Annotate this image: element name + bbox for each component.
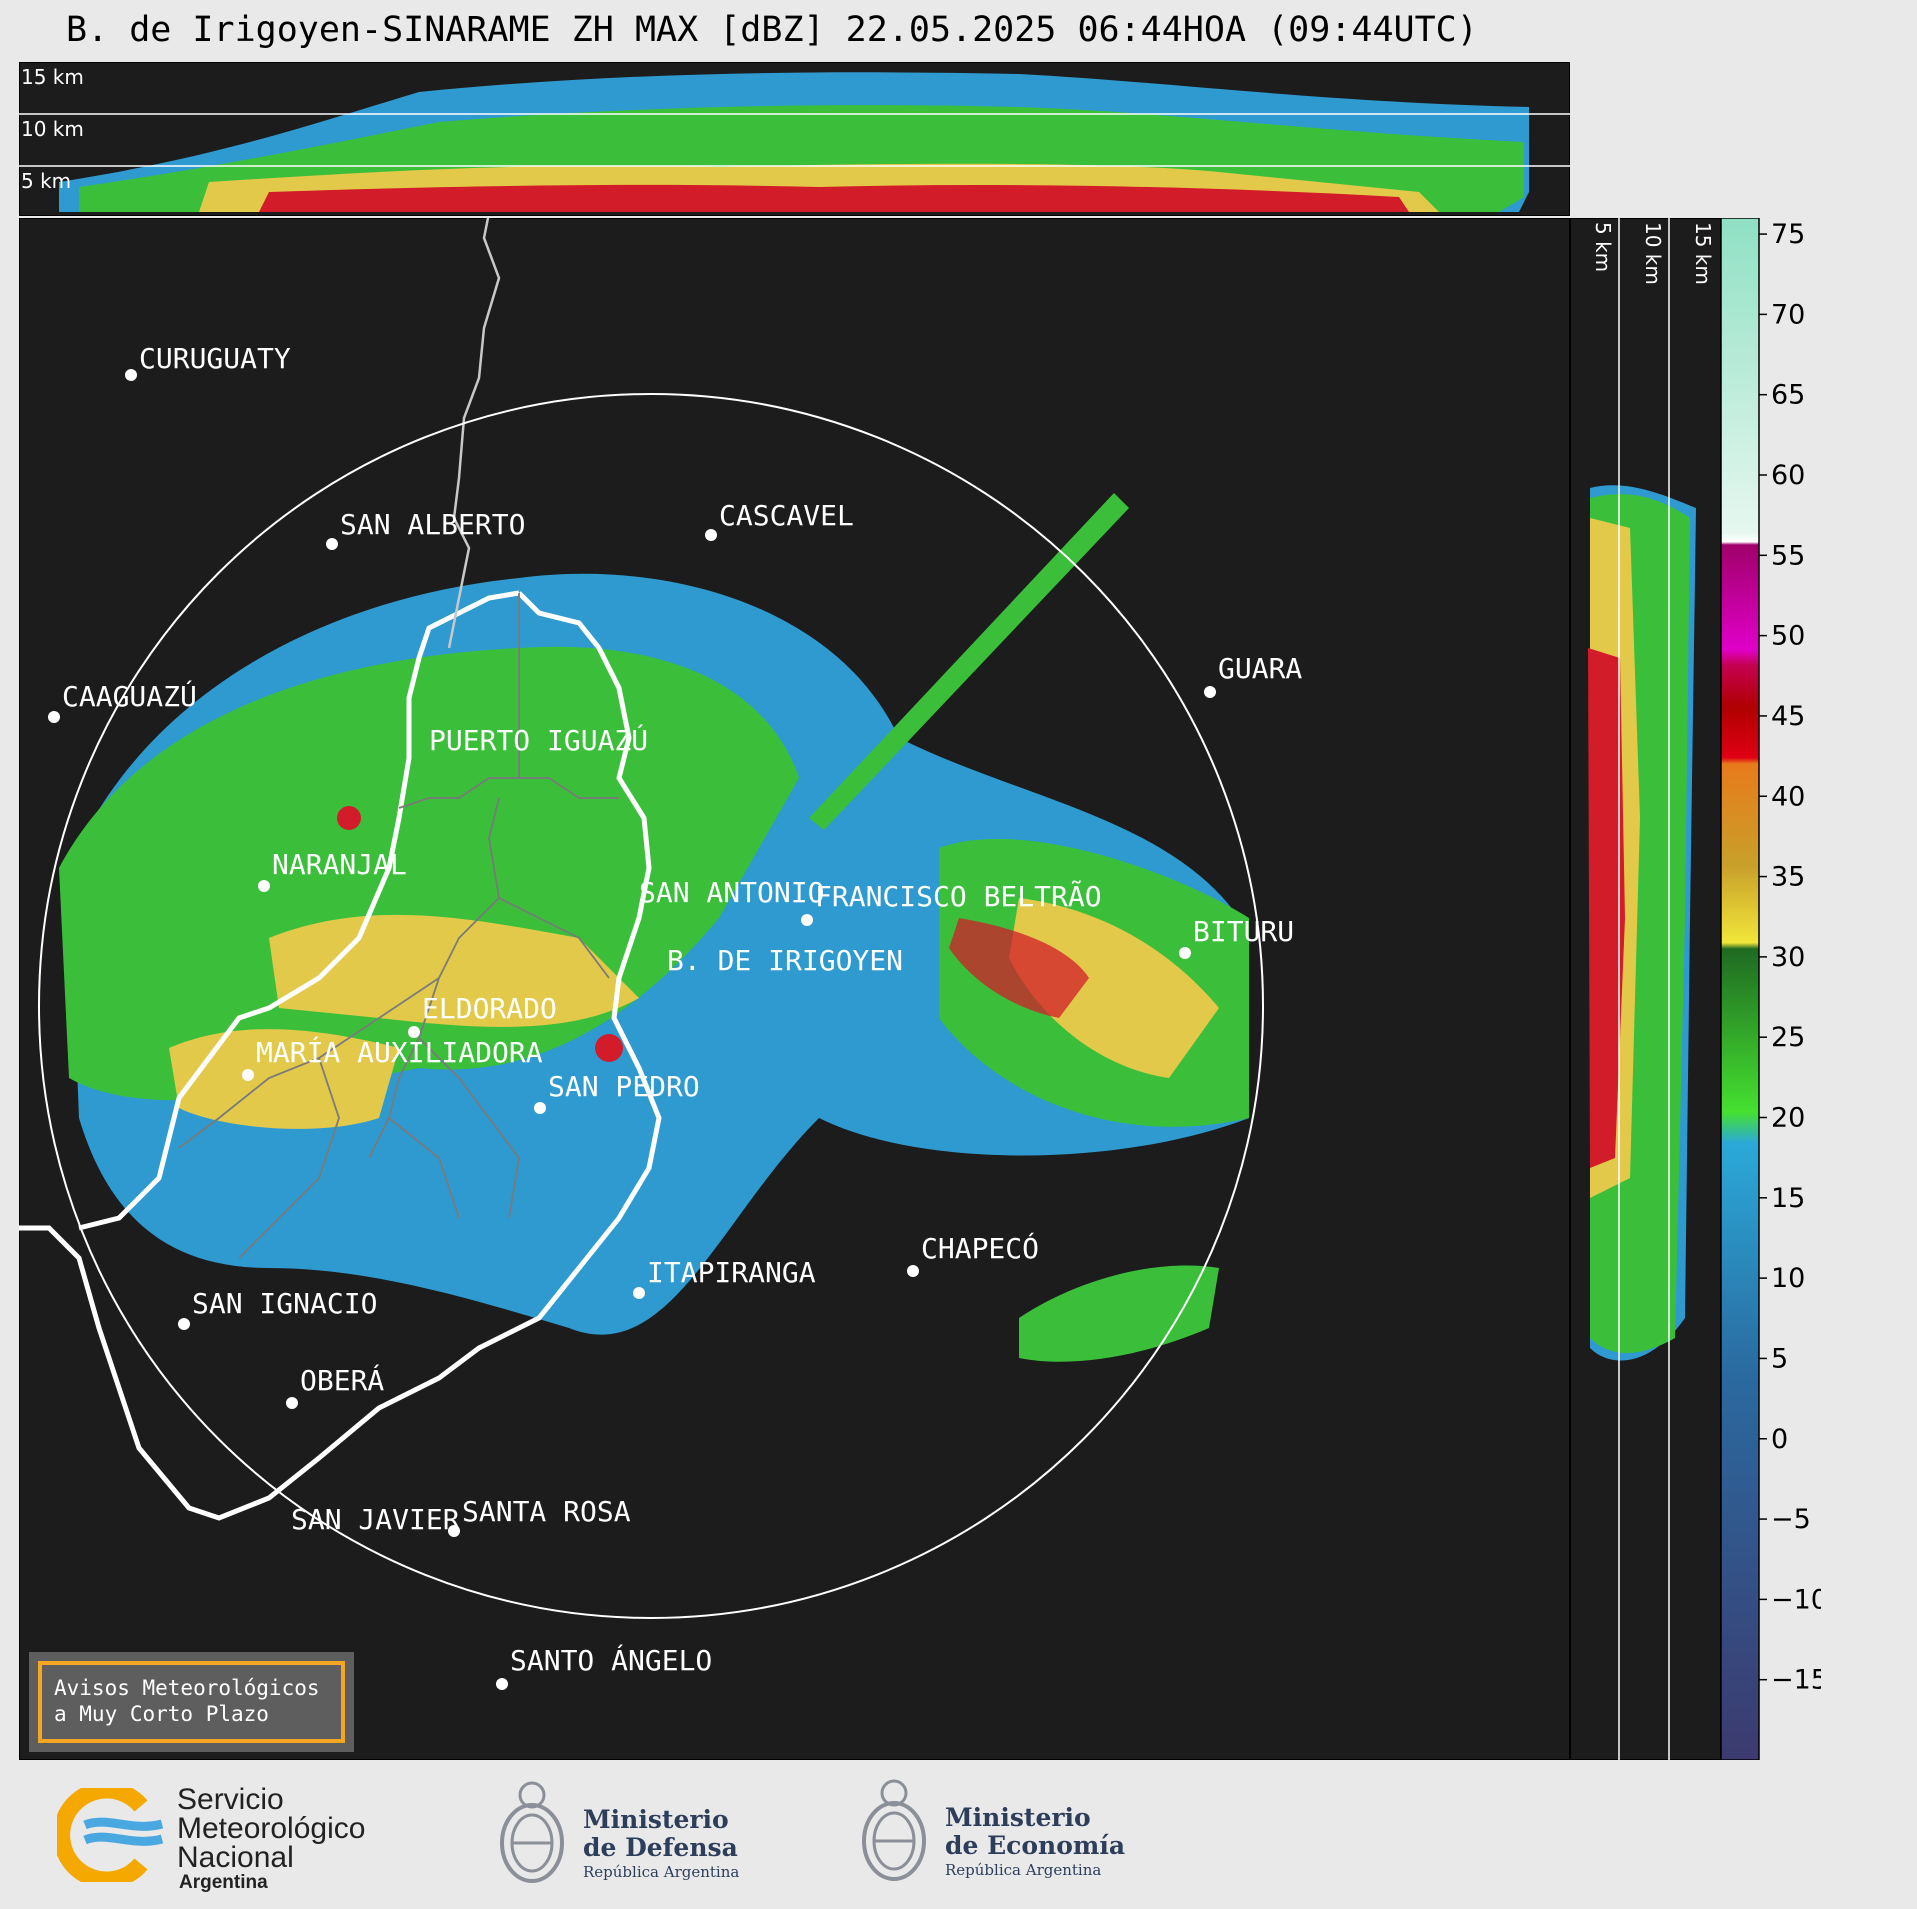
smn-logo-icon xyxy=(57,1788,167,1882)
smn-logo-text: Servicio Meteorológico Nacional Argentin… xyxy=(177,1785,365,1894)
place-label: SAN ANTONIO xyxy=(639,876,824,909)
defensa-coat-of-arms-icon xyxy=(493,1775,571,1895)
colorbar-tick-label: −5 xyxy=(1771,1504,1811,1535)
place-label: SAN JAVIER xyxy=(291,1503,460,1536)
warning-box[interactable]: Avisos Meteorológicos a Muy Corto Plazo xyxy=(29,1652,354,1752)
smn-line4: Argentina xyxy=(179,1872,268,1893)
side-km-label-10: 10 km xyxy=(1641,222,1665,285)
colorbar-tick-label: 75 xyxy=(1771,219,1805,250)
smn-line2: Meteorológico xyxy=(177,1812,366,1845)
place-label: CURUGUATY xyxy=(139,342,291,375)
side-cross-section-panel: 5 km 10 km 15 km xyxy=(1570,218,1721,1760)
echo-core xyxy=(259,184,1409,212)
economia-line3: República Argentina xyxy=(945,1861,1102,1879)
place-label: BITURU xyxy=(1193,915,1294,948)
colorbar-tick-label: 10 xyxy=(1771,1263,1805,1294)
colorbar-tick-label: 55 xyxy=(1771,540,1805,571)
defensa-line2: de Defensa xyxy=(583,1833,738,1862)
smn-line3: Nacional xyxy=(177,1841,294,1874)
colorbar-tick-label: 30 xyxy=(1771,942,1805,973)
side-km-label-15: 15 km xyxy=(1691,222,1715,285)
place-label: B. DE IRIGOYEN xyxy=(667,944,903,977)
place-label: CASCAVEL xyxy=(719,499,854,532)
place-label: PUERTO IGUAZÚ xyxy=(429,723,648,757)
place-label: FRANCISCO BELTRÃO xyxy=(815,880,1102,913)
place-label: ELDORADO xyxy=(422,992,557,1025)
defensa-line1: Ministerio xyxy=(583,1805,729,1834)
top-km-label-5: 5 km xyxy=(21,169,71,193)
colorbar-tick-label: 5 xyxy=(1771,1343,1788,1374)
colorbar-tick-label: 40 xyxy=(1771,781,1805,812)
warning-line-1: Avisos Meteorológicos xyxy=(54,1676,320,1700)
colorbar-tick-label: 50 xyxy=(1771,621,1805,652)
place-label: SAN PEDRO xyxy=(548,1070,700,1103)
top-km-label-10: 10 km xyxy=(21,117,84,141)
map-title: B. de Irigoyen-SINARAME ZH MAX [dBZ] 22.… xyxy=(66,10,1478,50)
defensa-line3: República Argentina xyxy=(583,1863,740,1881)
colorbar-tick-label: 0 xyxy=(1771,1424,1788,1455)
colorbar-tick-label: 35 xyxy=(1771,862,1805,893)
colorbar-tick-label: 60 xyxy=(1771,460,1805,491)
radar-map-panel[interactable]: CURUGUATY SAN ALBERTO CASCAVEL CAAGUAZÚ … xyxy=(19,218,1570,1760)
economia-line2: de Economía xyxy=(945,1831,1126,1860)
place-label: SAN ALBERTO xyxy=(340,508,525,541)
department-borders xyxy=(178,593,619,1259)
smn-line1: Servicio xyxy=(177,1783,284,1816)
reflectivity-echoes xyxy=(59,493,1249,1362)
place-label: CHAPECÓ xyxy=(921,1231,1039,1265)
colorbar-tick-label: 45 xyxy=(1771,701,1805,732)
dbz-colorbar: 75 70 65 60 55 50 45 40 35 30 25 20 15 10 5 0 −5 −10 −15 xyxy=(1721,218,1821,1760)
defensa-logo-text: Ministerio de Defensa República Argentin… xyxy=(583,1806,739,1882)
place-markers: CURUGUATY SAN ALBERTO CASCAVEL CAAGUAZÚ … xyxy=(48,342,1302,1690)
colorbar-tick-label: 65 xyxy=(1771,380,1805,411)
colorbar-tick-label: 20 xyxy=(1771,1103,1805,1134)
place-label: CAAGUAZÚ xyxy=(62,679,197,713)
colorbar-tick-label: −15 xyxy=(1771,1665,1821,1696)
top-cross-section-panel: 15 km 10 km 5 km xyxy=(19,62,1570,216)
colorbar-tick-label: −10 xyxy=(1771,1584,1821,1615)
place-label: GUARA xyxy=(1218,652,1302,685)
economia-line1: Ministerio xyxy=(945,1803,1091,1832)
place-label: NARANJAL xyxy=(272,848,407,881)
province-border xyxy=(19,590,662,1521)
range-ring xyxy=(38,393,1264,1619)
place-label: OBERÁ xyxy=(300,1363,384,1397)
economia-coat-of-arms-icon xyxy=(855,1773,933,1893)
top-km-label-15: 15 km xyxy=(21,65,84,89)
place-label: SANTO ÁNGELO xyxy=(510,1643,712,1677)
side-km-label-5: 5 km xyxy=(1591,222,1615,272)
economia-logo-text: Ministerio de Economía República Argenti… xyxy=(945,1804,1125,1880)
country-border xyxy=(447,218,501,649)
place-label: ITAPIRANGA xyxy=(647,1256,816,1289)
colorbar-tick-label: 15 xyxy=(1771,1183,1805,1214)
place-label: MARÍA AUXILIADORA xyxy=(256,1035,543,1069)
warning-line-2: a Muy Corto Plazo xyxy=(54,1702,269,1726)
place-label: SAN IGNACIO xyxy=(192,1287,377,1320)
place-label: SANTA ROSA xyxy=(462,1495,631,1528)
colorbar-tick-label: 25 xyxy=(1771,1022,1805,1053)
colorbar-tick-label: 70 xyxy=(1771,299,1805,330)
